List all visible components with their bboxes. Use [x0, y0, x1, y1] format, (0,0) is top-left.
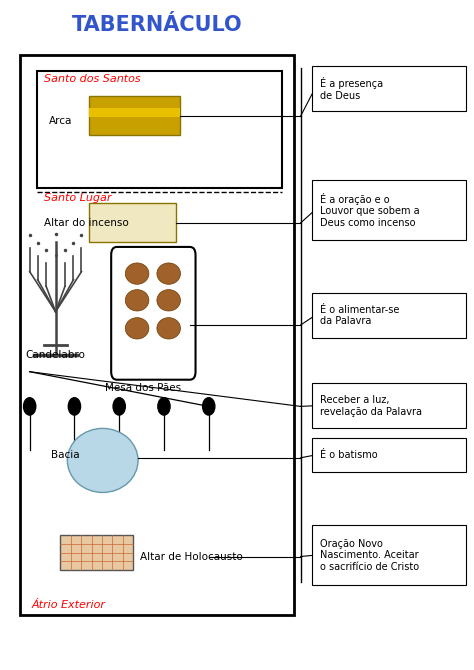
Text: É a oração e o
Louvor que sobem a
Deus como incenso: É a oração e o Louvor que sobem a Deus c…	[320, 193, 420, 228]
Text: Altar do incenso: Altar do incenso	[44, 218, 128, 228]
FancyBboxPatch shape	[89, 96, 181, 135]
FancyBboxPatch shape	[312, 180, 465, 241]
FancyBboxPatch shape	[312, 438, 465, 472]
Text: TABERNÁCULO: TABERNÁCULO	[72, 15, 242, 35]
Circle shape	[202, 398, 215, 415]
Circle shape	[68, 398, 81, 415]
Text: Candelabro: Candelabro	[26, 350, 85, 360]
Ellipse shape	[157, 289, 181, 311]
FancyBboxPatch shape	[312, 293, 465, 338]
Text: Átrio Exterior: Átrio Exterior	[32, 600, 106, 610]
FancyBboxPatch shape	[312, 383, 465, 428]
Circle shape	[24, 398, 36, 415]
Text: Bacia: Bacia	[51, 450, 80, 460]
Text: Santo Lugar: Santo Lugar	[44, 193, 111, 203]
Ellipse shape	[157, 318, 181, 339]
Ellipse shape	[125, 318, 149, 339]
FancyBboxPatch shape	[111, 247, 196, 380]
Circle shape	[158, 398, 170, 415]
Text: Arca: Arca	[48, 117, 72, 127]
Text: Altar de Holocausto: Altar de Holocausto	[140, 551, 243, 561]
FancyBboxPatch shape	[89, 108, 181, 117]
FancyBboxPatch shape	[60, 535, 133, 570]
Ellipse shape	[67, 428, 138, 492]
Text: Oração Novo
Nascimento. Aceitar
o sacrifício de Cristo: Oração Novo Nascimento. Aceitar o sacrif…	[320, 539, 419, 572]
Ellipse shape	[125, 263, 149, 284]
FancyBboxPatch shape	[89, 203, 176, 242]
FancyBboxPatch shape	[312, 66, 465, 111]
Text: É o alimentar-se
da Palavra: É o alimentar-se da Palavra	[320, 305, 400, 326]
Text: É a presença
de Deus: É a presença de Deus	[320, 77, 383, 100]
Text: Mesa dos Pães: Mesa dos Pães	[105, 383, 181, 393]
Ellipse shape	[125, 289, 149, 311]
FancyBboxPatch shape	[36, 72, 282, 188]
FancyBboxPatch shape	[20, 55, 293, 615]
Ellipse shape	[157, 263, 181, 284]
Text: Receber a luz,
revelação da Palavra: Receber a luz, revelação da Palavra	[320, 395, 422, 417]
Text: Santo dos Santos: Santo dos Santos	[44, 74, 140, 84]
Text: É o batismo: É o batismo	[320, 450, 378, 460]
Circle shape	[113, 398, 125, 415]
FancyBboxPatch shape	[312, 525, 465, 585]
